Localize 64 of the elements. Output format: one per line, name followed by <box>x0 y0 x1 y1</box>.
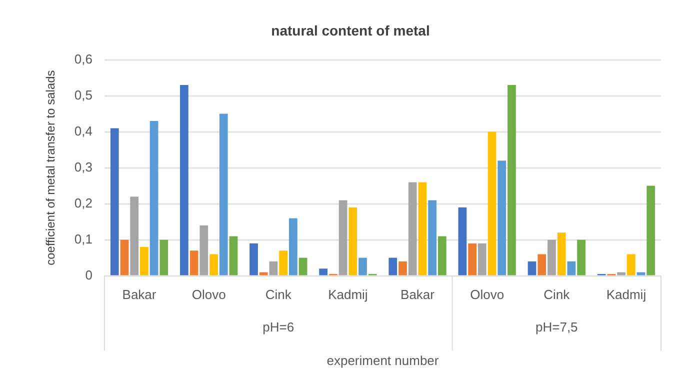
x-tick-label: Olovo <box>470 287 504 302</box>
text: pH=6 <box>262 319 294 334</box>
bar <box>636 272 646 276</box>
bar <box>508 85 516 276</box>
bar <box>428 200 436 276</box>
y-tick-label: 0,6 <box>74 51 92 66</box>
bar <box>626 254 636 276</box>
x-tick-label: Olovo <box>192 287 226 302</box>
bar <box>418 182 427 276</box>
x-tick-label: Bakar <box>122 287 157 302</box>
bar <box>468 243 476 276</box>
y-axis-title: coefficient of metal transfer to salads <box>44 70 58 266</box>
x-axis-title: experiment number <box>326 352 440 368</box>
bar <box>488 132 496 276</box>
bar <box>577 240 586 276</box>
bar <box>288 218 298 276</box>
bar <box>338 200 348 276</box>
y-tick-label: 0,2 <box>74 195 92 210</box>
bar <box>120 240 129 276</box>
bar <box>646 186 656 276</box>
bar <box>557 232 566 276</box>
bar <box>279 250 288 276</box>
bar <box>458 207 467 276</box>
bar <box>219 114 228 276</box>
x-tick-label: Kadmij <box>606 287 646 302</box>
x-tick-label: Kadmij <box>328 287 368 302</box>
x-tick-label: Cink <box>544 287 570 302</box>
bar <box>408 182 417 276</box>
bar <box>150 121 158 276</box>
y-tick-label: 0,5 <box>74 87 92 102</box>
chart-title: natural content of metal <box>271 22 430 38</box>
bar <box>200 225 208 276</box>
bar <box>617 272 626 276</box>
bar <box>398 261 407 276</box>
bar <box>478 243 486 276</box>
bar <box>110 128 119 276</box>
bar <box>348 207 358 276</box>
y-tick-label: 0,3 <box>74 159 92 174</box>
bar <box>498 160 506 276</box>
bar <box>229 236 238 276</box>
y-tick-label: 0,4 <box>74 123 92 138</box>
bar <box>388 258 398 276</box>
bar <box>130 196 139 276</box>
bar <box>180 85 188 276</box>
bar <box>438 236 446 276</box>
bar <box>140 247 148 276</box>
bar <box>259 272 268 276</box>
bar <box>567 261 576 276</box>
bar <box>298 258 308 276</box>
bar <box>528 261 536 276</box>
bar <box>548 240 556 276</box>
bar <box>358 258 367 276</box>
x-tick-label: Cink <box>265 287 292 302</box>
bar <box>538 254 546 276</box>
bar <box>190 250 198 276</box>
x-tick-label: Bakar <box>400 287 436 302</box>
bar <box>319 268 328 276</box>
y-tick-label: 0 <box>85 267 92 282</box>
bar <box>210 254 218 276</box>
bar <box>250 243 258 276</box>
bar <box>160 240 168 276</box>
y-tick-label: 0,1 <box>74 231 92 246</box>
text: pH=7,5 <box>536 319 578 334</box>
bar <box>269 261 278 276</box>
